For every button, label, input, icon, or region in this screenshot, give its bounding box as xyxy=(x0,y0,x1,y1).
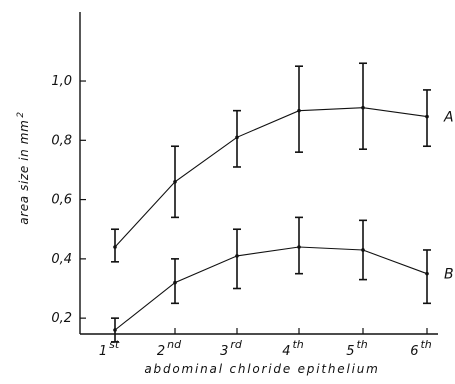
data-point xyxy=(425,114,429,119)
x-axis-label: abdominal chloride epithelium xyxy=(144,362,379,376)
y-tick-label: 0,4 xyxy=(51,252,72,267)
data-point xyxy=(173,280,177,285)
y-tick-label: 0,8 xyxy=(51,133,72,148)
data-point xyxy=(425,271,429,276)
series-line-A xyxy=(114,107,428,248)
data-point xyxy=(297,108,301,113)
data-point xyxy=(361,105,365,110)
series-label-B: B xyxy=(444,267,454,283)
y-axis-label: area size in mm2 xyxy=(16,111,31,224)
data-point xyxy=(235,135,239,140)
data-point xyxy=(173,180,177,184)
series-labels: AB xyxy=(443,110,454,283)
data-point xyxy=(113,245,117,249)
series-label-A: A xyxy=(443,110,454,126)
y-tick-label: 0,6 xyxy=(51,193,72,208)
data-point xyxy=(235,254,239,258)
y-axis-ticks: 0,2 0,4 0,6 0,8 1,0 xyxy=(51,74,86,326)
data-point xyxy=(361,248,365,252)
series-group xyxy=(111,62,431,343)
y-tick-label: 1,0 xyxy=(51,74,72,89)
series-line-B xyxy=(114,246,428,331)
data-point xyxy=(113,328,117,332)
data-point xyxy=(297,245,301,249)
y-tick-label: 0,2 xyxy=(51,311,72,326)
